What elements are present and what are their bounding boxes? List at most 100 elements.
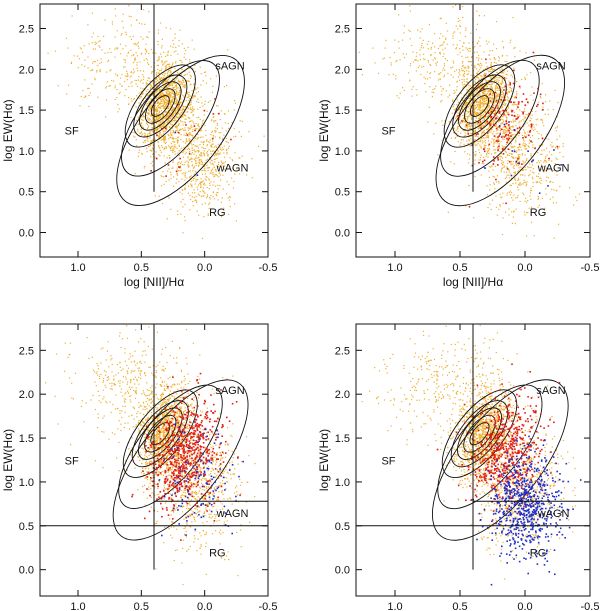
- sample-point: [137, 45, 139, 47]
- sample-point: [188, 127, 190, 129]
- sample-point: [168, 197, 170, 199]
- sample-point: [463, 86, 465, 88]
- sample-point: [174, 33, 176, 35]
- sample-point: [499, 158, 501, 160]
- sample-point: [500, 100, 502, 102]
- sample-point: [229, 206, 231, 208]
- sample-point: [556, 125, 558, 127]
- sample-point: [502, 47, 505, 49]
- sample-point: [482, 125, 484, 127]
- sample-point: [488, 83, 490, 86]
- sample-point: [179, 115, 181, 117]
- region-label: RG: [209, 207, 226, 219]
- sample-point: [181, 83, 183, 85]
- sample-point: [535, 119, 537, 121]
- sample-point: [175, 112, 177, 114]
- sample-point: [166, 425, 168, 427]
- sample-point: [177, 213, 179, 216]
- x-axis-label: log [NII]/Hα: [443, 275, 503, 289]
- sample-point: [220, 160, 222, 162]
- sample-point: [491, 101, 493, 103]
- red-point: [178, 103, 180, 106]
- sample-point: [188, 99, 190, 101]
- density-contour: [121, 60, 220, 177]
- sample-point: [140, 131, 143, 133]
- sample-point: [543, 125, 545, 127]
- sample-point: [89, 92, 91, 94]
- sample-point: [466, 73, 468, 75]
- sample-point: [433, 133, 435, 135]
- sample-point: [496, 71, 498, 73]
- sample-point: [403, 32, 405, 34]
- sample-point: [212, 174, 214, 176]
- sample-point: [504, 104, 506, 106]
- sample-point: [437, 154, 439, 156]
- sample-point: [88, 87, 90, 89]
- sample-point: [168, 91, 170, 93]
- sample-point: [136, 79, 138, 82]
- sample-point: [190, 185, 192, 187]
- sample-point: [530, 153, 532, 155]
- sample-point: [167, 120, 169, 122]
- sample-point: [146, 135, 149, 137]
- sample-point: [484, 92, 486, 94]
- sample-point: [173, 111, 175, 113]
- sample-point: [203, 216, 205, 218]
- sample-point: [164, 142, 166, 144]
- sample-point: [263, 135, 265, 137]
- sample-point: [158, 97, 160, 99]
- sample-point: [217, 150, 219, 152]
- sample-point: [144, 134, 146, 136]
- sample-point: [461, 108, 463, 110]
- sample-point: [491, 98, 493, 100]
- sample-point: [473, 98, 475, 100]
- sample-point: [459, 105, 462, 107]
- sample-point: [185, 132, 187, 134]
- sample-point: [185, 106, 187, 108]
- sample-point: [474, 109, 476, 111]
- sample-point: [138, 152, 140, 154]
- sample-point: [191, 134, 193, 136]
- sample-point: [138, 149, 140, 151]
- sample-point: [553, 189, 555, 191]
- sample-point: [185, 118, 187, 120]
- sample-point: [475, 135, 477, 137]
- red-point: [498, 135, 500, 137]
- red-point: [508, 127, 511, 129]
- sample-point: [468, 87, 470, 89]
- sample-point: [183, 164, 185, 166]
- sample-point: [159, 78, 161, 80]
- sample-point: [498, 93, 500, 95]
- sample-point: [484, 101, 486, 103]
- sample-point: [158, 106, 161, 108]
- sample-point: [136, 145, 138, 147]
- sample-point: [161, 126, 163, 128]
- red-point: [155, 157, 158, 160]
- sample-point: [166, 121, 168, 124]
- sample-point: [122, 13, 124, 15]
- sample-point: [234, 203, 236, 205]
- sample-point: [172, 151, 174, 153]
- sample-point: [188, 80, 190, 82]
- sample-point: [184, 179, 186, 181]
- sample-point: [146, 103, 148, 105]
- density-contour: [124, 64, 196, 148]
- sample-point: [497, 72, 499, 74]
- sample-point: [117, 74, 119, 76]
- sample-point: [490, 107, 492, 109]
- sample-point: [395, 61, 397, 63]
- red-point: [230, 138, 232, 141]
- sample-point: [80, 48, 82, 50]
- sample-point: [131, 55, 133, 57]
- sample-point: [168, 168, 170, 170]
- sample-point: [487, 148, 489, 150]
- sample-point: [432, 89, 434, 91]
- sample-point: [465, 29, 467, 31]
- sample-point: [471, 96, 473, 98]
- sample-point: [513, 174, 515, 176]
- sample-point: [138, 22, 140, 24]
- sample-point: [497, 147, 499, 149]
- sample-point: [156, 110, 158, 112]
- sample-point: [496, 89, 498, 91]
- sample-point: [138, 79, 140, 81]
